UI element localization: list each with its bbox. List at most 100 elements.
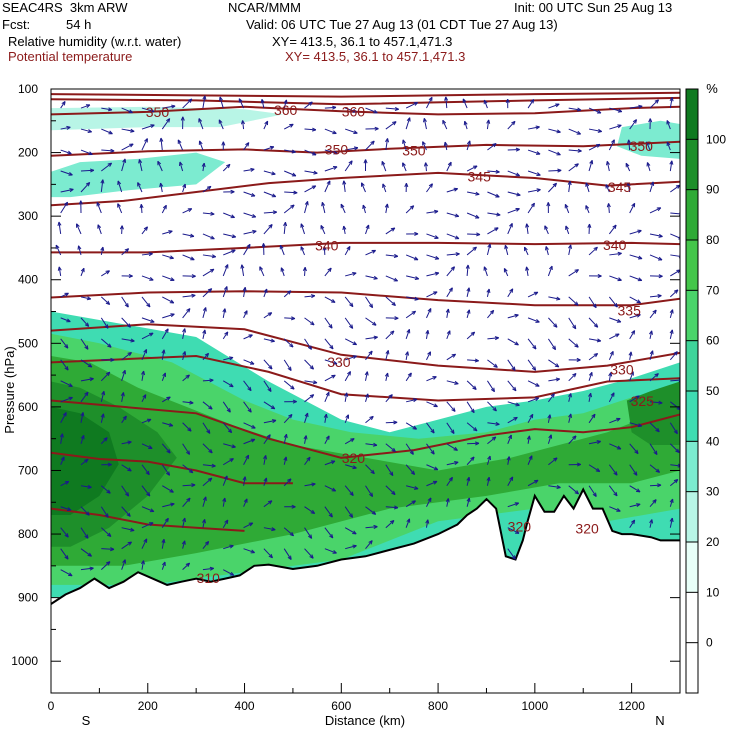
wind-shaft (608, 372, 612, 381)
wind-head (209, 378, 214, 383)
wind-shaft (365, 275, 378, 280)
wind-vector-228 (243, 548, 255, 554)
wind-head (390, 227, 396, 232)
wind-shaft (100, 527, 112, 537)
wind-shaft (121, 248, 129, 256)
wind-vector-444 (462, 98, 468, 109)
wind-vector-604 (625, 162, 631, 172)
wind-vector-350 (365, 335, 378, 340)
wind-head (161, 561, 166, 567)
wind-head (88, 151, 93, 156)
wind-shaft (446, 233, 460, 240)
wind-head (130, 338, 135, 343)
wind-shaft (344, 438, 355, 445)
wind-head (597, 128, 603, 133)
wind-head (430, 450, 435, 455)
wind-shaft (670, 212, 680, 215)
wind-shaft (80, 567, 94, 571)
wind-shaft (162, 396, 171, 403)
wind-head (224, 519, 229, 525)
wind-vector-471 (486, 243, 492, 256)
wind-shaft (487, 359, 498, 368)
wind-head (553, 457, 558, 462)
wind-head (283, 221, 288, 227)
wind-head (148, 252, 153, 257)
wind-vector-215 (240, 264, 245, 276)
wind-shaft (121, 107, 133, 114)
wind-shaft (669, 517, 673, 528)
wind-shaft (141, 275, 154, 281)
wind-head (393, 420, 398, 425)
wind-shaft (344, 485, 354, 496)
wind-head (202, 496, 207, 501)
wind-vector-31 (80, 267, 85, 277)
wind-shaft (426, 291, 438, 298)
wind-vector-96 (137, 182, 143, 193)
wind-vector-242 (263, 380, 272, 392)
wind-head (352, 465, 357, 470)
wind-vector-464 (483, 99, 488, 109)
wind-vector-54 (101, 270, 110, 277)
wind-vector-658 (669, 422, 678, 435)
wind-vector-285 (304, 359, 315, 370)
wind-shaft (524, 246, 529, 256)
wind-shaft (507, 527, 520, 534)
wind-head (185, 374, 190, 379)
wind-shaft (283, 204, 295, 214)
wind-shaft (60, 101, 66, 109)
wind-head (495, 193, 500, 198)
wind-head (250, 192, 256, 197)
wind-vector-478 (487, 401, 497, 412)
wind-shaft (426, 210, 439, 214)
wind-vector-485 (507, 147, 520, 152)
wind-head (556, 129, 561, 134)
wind-shaft (263, 401, 276, 410)
wind-vector-194 (222, 308, 227, 318)
wind-vector-279 (300, 223, 306, 235)
wind-shaft (304, 170, 318, 174)
wind-vector-253 (284, 149, 296, 154)
wind-head (414, 231, 419, 236)
wind-head (191, 293, 196, 298)
y-tick-label-200: 200 (18, 146, 38, 160)
wind-shaft (263, 359, 273, 370)
wind-shaft (222, 331, 229, 340)
wind-shaft (243, 310, 248, 319)
wind-shaft (504, 245, 509, 256)
wind-vector-414 (425, 330, 430, 339)
wind-head (352, 355, 357, 360)
wind-head (406, 117, 411, 122)
wind-shaft (426, 233, 439, 239)
x-tick-label-1200: 1200 (618, 699, 645, 713)
wind-shaft (426, 96, 433, 109)
wind-vector-645 (666, 141, 671, 151)
wind-head (654, 99, 660, 104)
wind-vector-250 (263, 548, 273, 559)
colorbar-label-0: 0 (706, 636, 713, 650)
wind-vector-140 (177, 139, 184, 151)
wind-head (348, 160, 353, 165)
wind-shaft (263, 477, 267, 486)
wind-head (122, 369, 126, 375)
wind-shaft (385, 421, 398, 424)
wind-head (100, 179, 105, 184)
wind-head (652, 309, 657, 315)
wind-shaft (223, 233, 236, 238)
wind-vector-465 (486, 119, 491, 130)
wind-head (288, 414, 293, 419)
wind-head (240, 264, 245, 269)
wind-head (84, 345, 89, 350)
wind-shaft (405, 310, 416, 319)
wind-shaft (486, 243, 491, 256)
wind-vector-594 (608, 372, 613, 381)
wind-head (206, 185, 212, 191)
wind-head (188, 469, 194, 474)
wind-head (89, 566, 94, 571)
wind-head (120, 392, 125, 397)
wind-head (556, 485, 561, 490)
wind-head (68, 383, 73, 387)
wind-head (263, 455, 268, 460)
wind-head (186, 308, 191, 313)
wind-vector-281 (302, 266, 307, 276)
wind-head (411, 310, 417, 315)
